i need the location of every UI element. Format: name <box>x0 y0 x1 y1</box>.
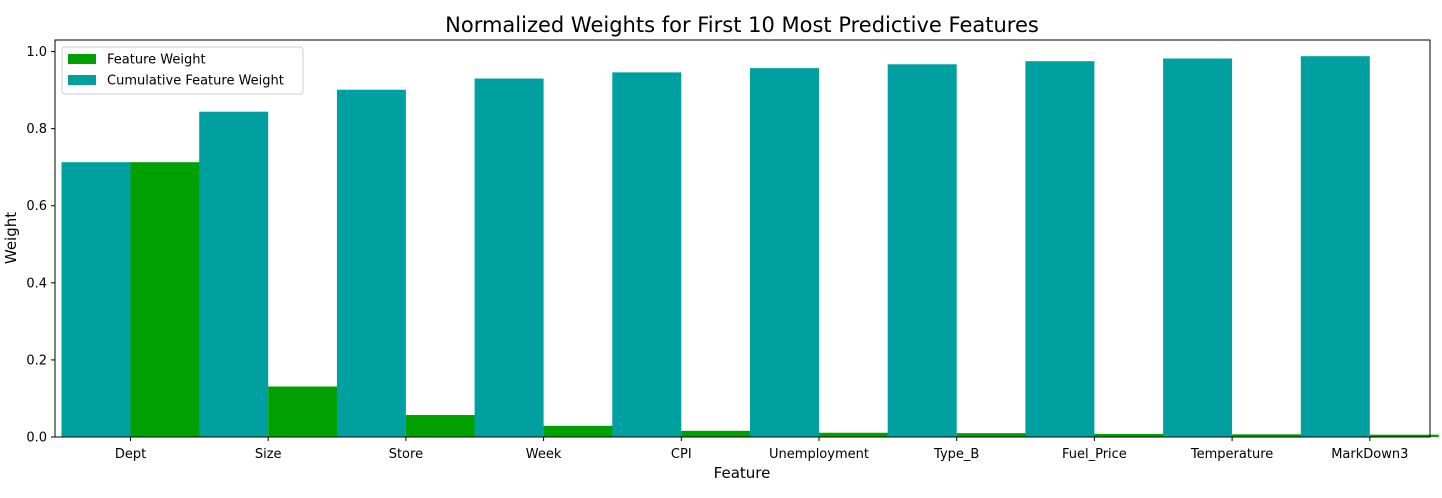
x-tick-label: Store <box>389 447 423 462</box>
x-tick-label: Dept <box>115 447 146 462</box>
x-tick-label: Unemployment <box>769 447 869 462</box>
bar-feature-markdown3 <box>1369 434 1439 437</box>
bar-cumulative-markdown3 <box>1300 56 1370 437</box>
y-axis-label: Weight <box>2 212 20 264</box>
x-tick-label: Week <box>526 447 562 462</box>
y-ticks: 0.0 0.2 0.4 0.6 0.8 1.0 <box>26 45 55 446</box>
x-tick-label: Temperature <box>1190 447 1273 462</box>
bar-cumulative-dept <box>61 162 131 437</box>
y-tick-label: 0.0 <box>26 431 47 446</box>
x-tick-label: Type_B <box>933 447 979 462</box>
bar-cumulative-type_b <box>887 64 957 437</box>
x-axis-label: Feature <box>714 464 771 482</box>
chart-title: Normalized Weights for First 10 Most Pre… <box>445 13 1039 37</box>
bar-cumulative-temperature <box>1163 58 1233 437</box>
legend-cumulative-weight-swatch <box>68 75 96 85</box>
bars-layer <box>61 56 1439 438</box>
bar-cumulative-week <box>474 78 544 437</box>
y-tick-label: 1.0 <box>26 45 47 60</box>
bar-feature-store <box>405 415 475 437</box>
x-tick-label: MarkDown3 <box>1331 447 1408 462</box>
y-tick-label: 0.6 <box>26 199 47 214</box>
legend-cumulative-weight-label: Cumulative Feature Weight <box>107 74 284 89</box>
x-tick-label: Fuel_Price <box>1062 447 1127 462</box>
bar-feature-week <box>543 425 613 437</box>
bar-feature-unemployment <box>819 432 888 437</box>
bar-cumulative-cpi <box>612 72 682 437</box>
y-tick-label: 0.2 <box>26 353 47 368</box>
x-ticks: Dept Size Store Week CPI Unemployment Type_B Fu… <box>115 437 1408 462</box>
x-tick-label: CPI <box>671 447 692 462</box>
bar-feature-type_b <box>956 433 1026 437</box>
bar-feature-dept <box>130 162 200 437</box>
y-tick-label: 0.8 <box>26 122 47 137</box>
bar-cumulative-unemployment <box>750 68 819 437</box>
bar-feature-temperature <box>1232 434 1302 437</box>
legend-box <box>61 46 304 95</box>
bar-feature-cpi <box>681 430 751 437</box>
legend: Feature Weight Cumulative Feature Weight <box>61 46 304 95</box>
legend-feature-weight-swatch <box>68 54 96 64</box>
bar-cumulative-size <box>199 111 269 438</box>
bar-feature-fuel_price <box>1094 433 1164 437</box>
x-tick-label: Size <box>255 447 282 462</box>
legend-feature-weight-label: Feature Weight <box>107 53 206 68</box>
bar-cumulative-store <box>336 89 406 437</box>
plot-frame <box>54 39 1431 438</box>
bar-feature-size <box>268 386 338 437</box>
bar-cumulative-fuel_price <box>1025 61 1095 437</box>
y-tick-label: 0.4 <box>26 276 47 291</box>
